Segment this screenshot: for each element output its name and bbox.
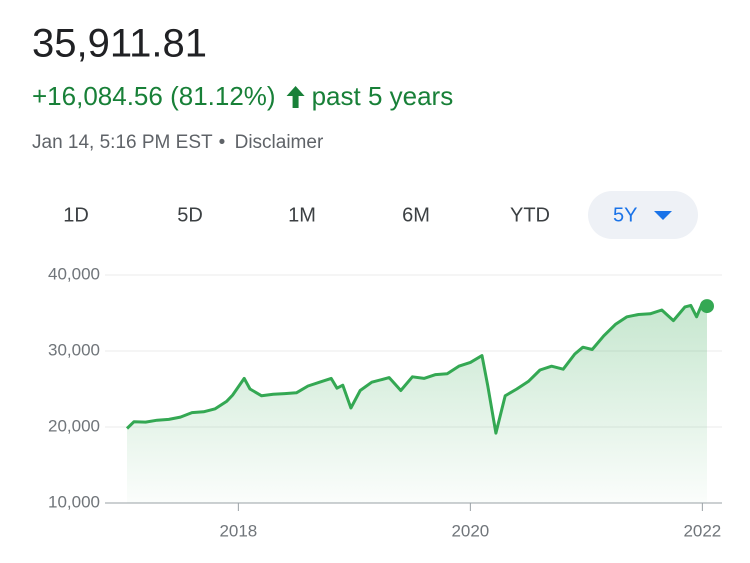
disclaimer[interactable]: Disclaimer bbox=[235, 132, 324, 153]
y-tick-label: 10,000 bbox=[48, 492, 100, 511]
area bbox=[127, 303, 707, 503]
y-tick-label: 20,000 bbox=[48, 416, 100, 435]
x-tick-label: 2022 bbox=[683, 521, 721, 540]
tab[interactable]: YTD bbox=[510, 204, 550, 226]
separator: • bbox=[219, 132, 226, 153]
tab[interactable]: 5D bbox=[177, 204, 203, 226]
tab[interactable]: 1D bbox=[63, 204, 89, 226]
tab[interactable]: 6M bbox=[402, 204, 430, 226]
y-tick-label: 40,000 bbox=[48, 264, 100, 283]
change: +16,084.56 (81.12%) bbox=[32, 81, 276, 111]
y-tick-label: 30,000 bbox=[48, 340, 100, 359]
dropdown-icon bbox=[654, 211, 672, 220]
price-line bbox=[125, 301, 708, 435]
x-tick-label: 2020 bbox=[451, 521, 489, 540]
tab[interactable]: 5Y bbox=[613, 204, 637, 226]
price: 35,911.81 bbox=[32, 22, 207, 66]
tab-selected-bg bbox=[588, 191, 698, 239]
period: past 5 years bbox=[312, 81, 454, 111]
end-dot bbox=[700, 299, 714, 314]
tab[interactable]: 1M bbox=[288, 204, 316, 226]
x-tick-label: 2018 bbox=[219, 521, 257, 540]
up-arrow bbox=[286, 86, 305, 108]
timestamp: Jan 14, 5:16 PM EST bbox=[32, 132, 213, 153]
